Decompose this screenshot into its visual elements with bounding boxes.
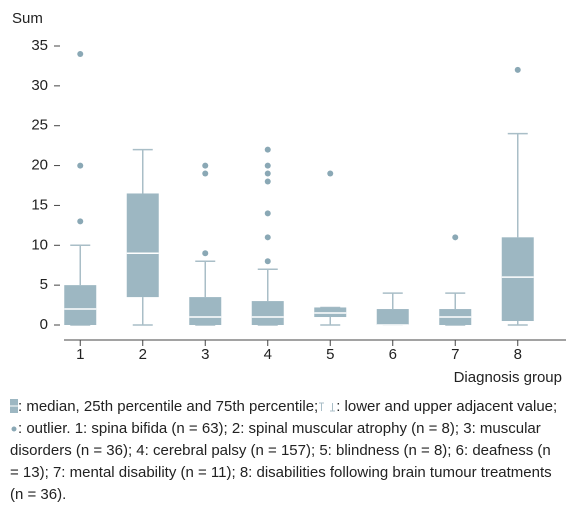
x-tick-label: 7 <box>451 346 459 363</box>
outlier <box>452 234 459 241</box>
y-axis-label: Sum <box>12 10 43 27</box>
outlier <box>264 234 271 241</box>
outlier <box>77 50 84 57</box>
y-tick-label: 0 <box>40 316 48 333</box>
y-tick-label: 15 <box>31 196 48 213</box>
caption: : median, 25th percentile and 75th perce… <box>10 396 562 506</box>
box <box>501 237 534 322</box>
outlier <box>514 66 521 73</box>
outlier <box>202 170 209 177</box>
x-tick-label: 4 <box>264 346 272 363</box>
x-tick-label: 5 <box>326 346 334 363</box>
y-tick-label: 30 <box>31 77 48 94</box>
box <box>251 301 284 325</box>
outlier <box>264 170 271 177</box>
box <box>126 193 159 298</box>
x-tick-label: 1 <box>76 346 84 363</box>
x-axis-label: Diagnosis group <box>454 369 562 386</box>
outlier <box>202 162 209 169</box>
box <box>189 297 222 325</box>
x-tick-label: 6 <box>389 346 397 363</box>
box-icon <box>10 399 18 413</box>
outlier <box>202 250 209 257</box>
x-tick-label: 2 <box>139 346 147 363</box>
outlier <box>264 178 271 185</box>
x-tick-label: 8 <box>514 346 522 363</box>
box <box>64 285 97 325</box>
caption-text: : outlier. 1: spina bifida (n = 63); 2: … <box>10 420 552 503</box>
outlier-icon <box>11 426 17 432</box>
chart: Sum Diagnosis group 0 5 10 15 20 25 30 35 1 2 3 4 5 6… <box>12 10 566 386</box>
outlier <box>264 162 271 169</box>
caption-text: : lower and upper adjacent value; <box>336 398 558 415</box>
y-tick-label: 35 <box>31 37 48 54</box>
y-tick-label: 10 <box>31 236 48 253</box>
outlier <box>327 170 334 177</box>
x-tick-label: 3 <box>201 346 209 363</box>
y-tick-label: 20 <box>31 157 48 174</box>
box <box>314 307 347 318</box>
whisker-icon <box>319 402 336 412</box>
outlier <box>264 258 271 265</box>
outlier <box>264 210 271 217</box>
box <box>376 309 409 325</box>
outlier <box>77 218 84 225</box>
y-tick-label: 25 <box>31 117 48 134</box>
outlier <box>77 162 84 169</box>
outlier <box>264 146 271 153</box>
y-tick-label: 5 <box>40 276 48 293</box>
caption-text: : median, 25th percentile and 75th perce… <box>18 398 319 415</box>
